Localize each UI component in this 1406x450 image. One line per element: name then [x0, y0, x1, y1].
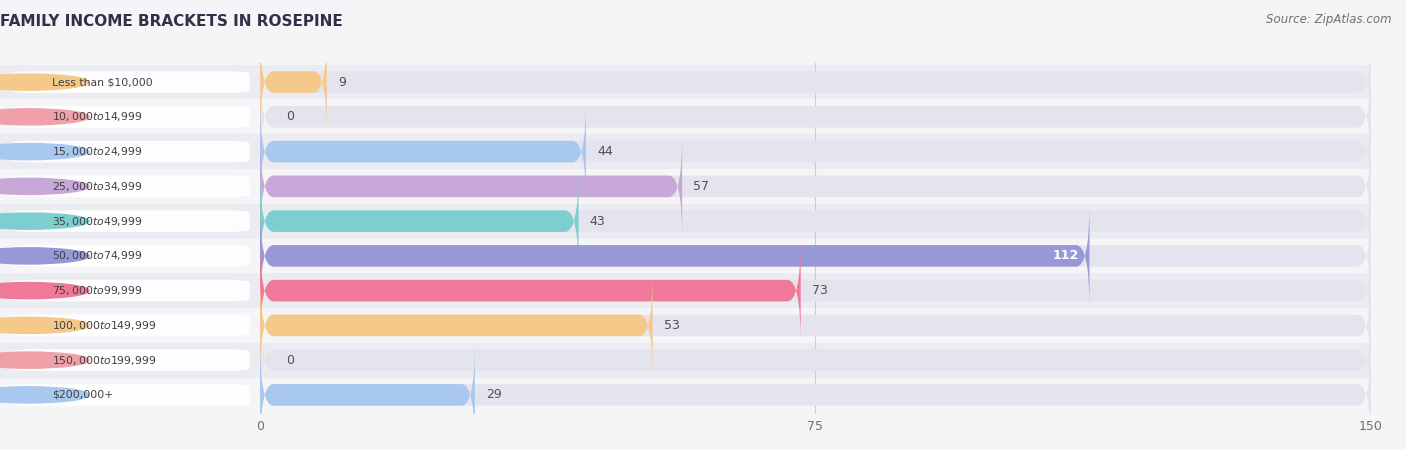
FancyBboxPatch shape: [10, 72, 250, 93]
FancyBboxPatch shape: [260, 274, 1371, 377]
FancyBboxPatch shape: [10, 315, 250, 336]
FancyBboxPatch shape: [0, 99, 260, 134]
Text: 0: 0: [285, 110, 294, 123]
FancyBboxPatch shape: [260, 135, 682, 238]
FancyBboxPatch shape: [260, 239, 800, 342]
Text: 73: 73: [811, 284, 828, 297]
Text: Less than $10,000: Less than $10,000: [52, 77, 153, 87]
FancyBboxPatch shape: [260, 273, 1371, 308]
FancyBboxPatch shape: [0, 238, 260, 273]
FancyBboxPatch shape: [0, 273, 260, 308]
Text: $50,000 to $74,999: $50,000 to $74,999: [52, 249, 142, 262]
FancyBboxPatch shape: [260, 100, 1371, 203]
Text: $25,000 to $34,999: $25,000 to $34,999: [52, 180, 142, 193]
FancyBboxPatch shape: [260, 100, 586, 203]
FancyBboxPatch shape: [260, 30, 1371, 134]
FancyBboxPatch shape: [260, 204, 1371, 238]
FancyBboxPatch shape: [260, 135, 1371, 238]
FancyBboxPatch shape: [0, 65, 260, 99]
Text: 29: 29: [486, 388, 502, 401]
Text: 112: 112: [1052, 249, 1078, 262]
FancyBboxPatch shape: [10, 245, 250, 267]
Text: 43: 43: [589, 215, 606, 228]
Text: Source: ZipAtlas.com: Source: ZipAtlas.com: [1267, 14, 1392, 27]
FancyBboxPatch shape: [260, 343, 1371, 447]
Text: $35,000 to $49,999: $35,000 to $49,999: [52, 215, 142, 228]
FancyBboxPatch shape: [260, 65, 1371, 169]
FancyBboxPatch shape: [260, 274, 652, 377]
FancyBboxPatch shape: [10, 141, 250, 162]
FancyBboxPatch shape: [10, 349, 250, 371]
Text: 44: 44: [598, 145, 613, 158]
FancyBboxPatch shape: [260, 239, 1371, 342]
FancyBboxPatch shape: [10, 384, 250, 405]
FancyBboxPatch shape: [260, 134, 1371, 169]
Circle shape: [0, 352, 89, 368]
FancyBboxPatch shape: [260, 308, 1371, 412]
Circle shape: [0, 213, 89, 229]
Circle shape: [0, 317, 89, 333]
Text: $200,000+: $200,000+: [52, 390, 114, 400]
FancyBboxPatch shape: [260, 308, 1371, 343]
FancyBboxPatch shape: [0, 308, 260, 343]
FancyBboxPatch shape: [260, 343, 1371, 378]
Text: $15,000 to $24,999: $15,000 to $24,999: [52, 145, 142, 158]
Circle shape: [0, 74, 89, 90]
FancyBboxPatch shape: [260, 204, 1090, 308]
Text: 57: 57: [693, 180, 709, 193]
Circle shape: [0, 144, 89, 160]
FancyBboxPatch shape: [260, 238, 1371, 273]
FancyBboxPatch shape: [260, 343, 475, 447]
Text: 0: 0: [285, 354, 294, 367]
FancyBboxPatch shape: [260, 169, 1371, 204]
FancyBboxPatch shape: [260, 65, 1371, 99]
FancyBboxPatch shape: [0, 169, 260, 204]
FancyBboxPatch shape: [10, 210, 250, 232]
FancyBboxPatch shape: [0, 204, 260, 238]
FancyBboxPatch shape: [260, 169, 1371, 273]
FancyBboxPatch shape: [260, 169, 578, 273]
Text: $10,000 to $14,999: $10,000 to $14,999: [52, 110, 142, 123]
FancyBboxPatch shape: [260, 99, 1371, 134]
Text: 9: 9: [337, 76, 346, 89]
Text: $100,000 to $149,999: $100,000 to $149,999: [52, 319, 156, 332]
Text: $150,000 to $199,999: $150,000 to $199,999: [52, 354, 156, 367]
Circle shape: [0, 109, 89, 125]
Text: $75,000 to $99,999: $75,000 to $99,999: [52, 284, 142, 297]
FancyBboxPatch shape: [260, 204, 1371, 308]
FancyBboxPatch shape: [10, 280, 250, 302]
FancyBboxPatch shape: [0, 378, 260, 412]
FancyBboxPatch shape: [0, 134, 260, 169]
Text: FAMILY INCOME BRACKETS IN ROSEPINE: FAMILY INCOME BRACKETS IN ROSEPINE: [0, 14, 343, 28]
Circle shape: [0, 248, 89, 264]
FancyBboxPatch shape: [0, 343, 260, 378]
Circle shape: [0, 283, 89, 299]
FancyBboxPatch shape: [10, 176, 250, 197]
Circle shape: [0, 178, 89, 194]
Text: 53: 53: [664, 319, 679, 332]
Circle shape: [0, 387, 89, 403]
FancyBboxPatch shape: [10, 106, 250, 128]
FancyBboxPatch shape: [260, 378, 1371, 412]
FancyBboxPatch shape: [260, 30, 326, 134]
